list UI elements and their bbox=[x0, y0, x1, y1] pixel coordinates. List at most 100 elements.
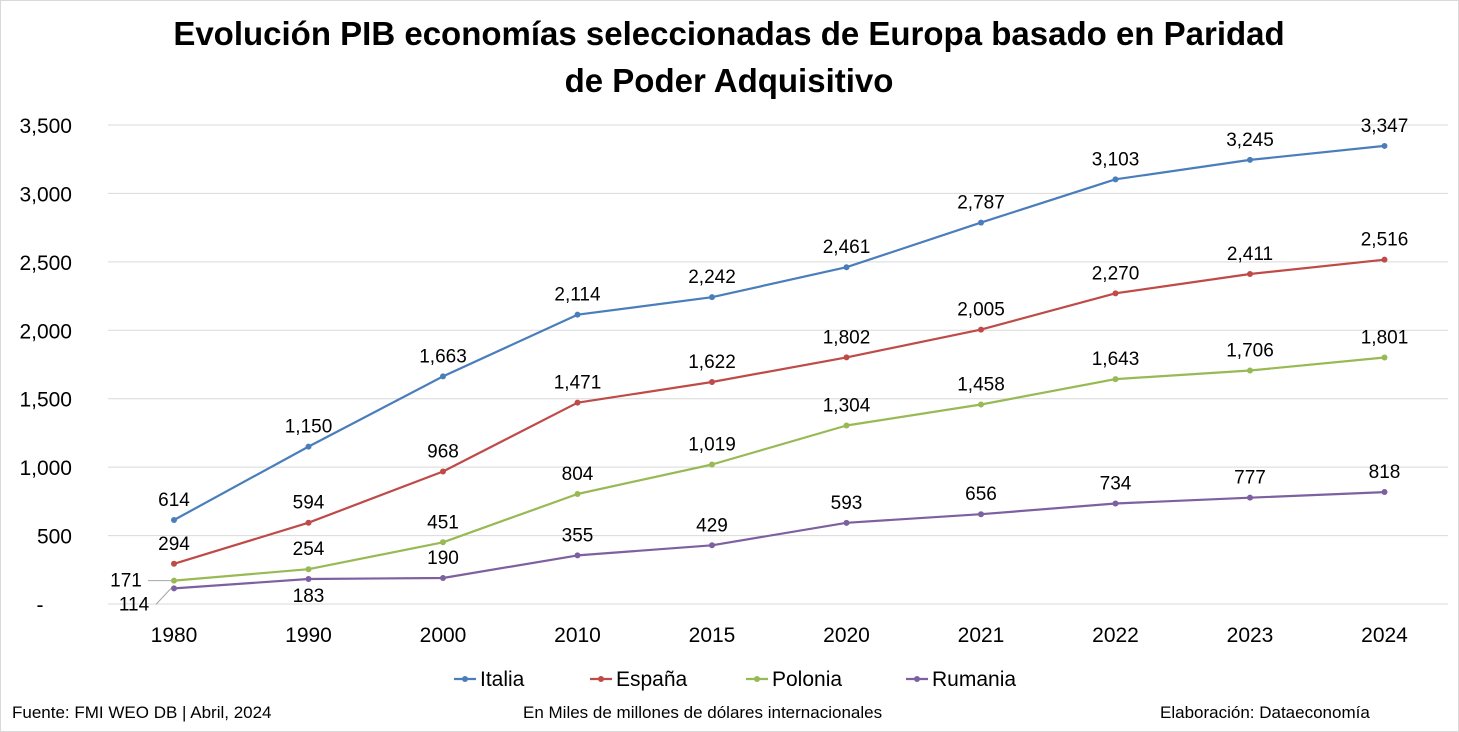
data-label: 254 bbox=[293, 539, 325, 560]
y-tick-label: 500 bbox=[37, 526, 72, 549]
data-point bbox=[305, 566, 312, 573]
data-point bbox=[440, 539, 446, 546]
data-label: 2,242 bbox=[688, 267, 736, 288]
footer-source: Fuente: FMI WEO DB | Abril, 2024 bbox=[12, 703, 272, 722]
y-tick-label: 3,000 bbox=[19, 183, 72, 206]
x-tick-label: 2024 bbox=[1361, 624, 1408, 647]
data-label: 1,150 bbox=[285, 417, 333, 438]
data-point bbox=[978, 511, 984, 518]
data-point bbox=[1247, 494, 1253, 501]
x-tick-label: 1980 bbox=[151, 624, 198, 647]
data-label: 614 bbox=[158, 490, 190, 511]
data-label: 804 bbox=[562, 464, 594, 485]
data-point bbox=[171, 577, 177, 584]
legend-swatch-marker bbox=[462, 676, 468, 682]
data-label: 1,643 bbox=[1092, 349, 1140, 370]
y-tick-label: 1,000 bbox=[19, 457, 72, 480]
data-label: 2,787 bbox=[957, 193, 1005, 214]
data-label: 1,471 bbox=[554, 373, 602, 394]
data-point bbox=[574, 399, 581, 406]
legend-swatch-marker bbox=[598, 676, 604, 682]
data-label: 1,019 bbox=[688, 435, 736, 456]
data-label: 734 bbox=[1100, 474, 1132, 495]
data-point bbox=[305, 575, 312, 582]
x-tick-label: 2022 bbox=[1092, 624, 1139, 647]
data-point bbox=[1112, 376, 1119, 383]
label-leader-line bbox=[155, 588, 172, 605]
series-lines bbox=[171, 142, 1388, 592]
data-label: 2,411 bbox=[1227, 244, 1273, 265]
data-point bbox=[1112, 290, 1119, 297]
data-labels: 614 1,150 1,663 2,114 2,242 2,461 2,787 3,103 3,… bbox=[110, 116, 1408, 615]
series-line-rumania bbox=[173, 491, 1385, 590]
y-axis-ticks: - 500 1,000 1,500 2,000 2,500 3,000 3,500 bbox=[19, 115, 72, 617]
data-label: 190 bbox=[427, 548, 459, 569]
data-point bbox=[574, 552, 581, 559]
data-point bbox=[1381, 354, 1388, 361]
data-point bbox=[171, 585, 177, 592]
data-label: 1,801 bbox=[1361, 328, 1409, 349]
data-label: 1,304 bbox=[823, 396, 871, 417]
data-label: 1,663 bbox=[419, 346, 467, 367]
data-point bbox=[1381, 142, 1388, 149]
y-tick-label: 2,500 bbox=[19, 252, 72, 275]
footer-units: En Miles de millones de dólares internac… bbox=[523, 703, 883, 722]
data-point bbox=[1381, 489, 1388, 496]
data-point bbox=[1247, 367, 1253, 374]
data-label: 818 bbox=[1369, 462, 1401, 483]
data-label: 2,516 bbox=[1361, 230, 1409, 251]
legend-label-españa: España bbox=[616, 668, 688, 691]
data-point bbox=[978, 219, 984, 226]
data-label: 594 bbox=[293, 493, 325, 514]
data-point bbox=[1247, 271, 1253, 278]
data-point bbox=[574, 311, 581, 318]
data-label: 183 bbox=[293, 586, 325, 607]
data-label: 593 bbox=[831, 493, 863, 514]
data-point bbox=[1112, 500, 1119, 507]
data-point bbox=[709, 542, 715, 549]
data-label: 355 bbox=[562, 525, 594, 546]
data-point bbox=[709, 294, 715, 301]
legend: Italia España Polonia Rumania bbox=[454, 668, 1016, 691]
data-point bbox=[574, 490, 581, 497]
data-point bbox=[978, 401, 984, 408]
data-point bbox=[171, 516, 177, 523]
data-point bbox=[978, 326, 984, 333]
data-label: 656 bbox=[965, 484, 997, 505]
y-tick-label: 3,500 bbox=[19, 115, 72, 138]
data-point bbox=[843, 354, 850, 361]
series-line-italia bbox=[173, 144, 1385, 521]
y-tick-label: 2,000 bbox=[19, 320, 72, 343]
data-label: 968 bbox=[427, 442, 459, 463]
data-label: 451 bbox=[427, 512, 459, 533]
data-label: 2,461 bbox=[823, 237, 871, 258]
x-axis-ticks: 1980 1990 2000 2010 2015 2020 2021 2022 2023 2024 bbox=[151, 624, 1409, 647]
data-point bbox=[709, 461, 715, 468]
data-point bbox=[305, 519, 312, 526]
data-point bbox=[1381, 256, 1388, 263]
data-label: 777 bbox=[1234, 468, 1266, 489]
data-label: 1,706 bbox=[1226, 341, 1274, 362]
data-label: 2,005 bbox=[957, 300, 1005, 321]
data-point bbox=[843, 422, 850, 429]
legend-label-rumania: Rumania bbox=[932, 668, 1016, 691]
data-point bbox=[171, 560, 177, 567]
x-tick-label: 1990 bbox=[285, 624, 332, 647]
data-point bbox=[843, 519, 850, 526]
gridlines bbox=[108, 124, 1448, 605]
series-line-polonia bbox=[173, 356, 1385, 582]
chart-title-line-2: de Poder Adquisitivo bbox=[565, 62, 894, 99]
x-tick-label: 2021 bbox=[958, 624, 1005, 647]
x-tick-label: 2020 bbox=[823, 624, 870, 647]
data-label: 3,245 bbox=[1226, 130, 1274, 151]
data-point bbox=[709, 379, 715, 386]
data-point bbox=[440, 373, 446, 380]
x-tick-label: 2015 bbox=[689, 624, 736, 647]
legend-swatch-marker bbox=[914, 676, 920, 682]
series-line-españa bbox=[173, 258, 1385, 565]
chart-title-line-1: Evolución PIB economías seleccionadas de… bbox=[173, 15, 1284, 52]
data-label: 2,114 bbox=[554, 285, 601, 306]
data-label: 3,347 bbox=[1361, 116, 1409, 137]
data-point bbox=[843, 264, 850, 271]
